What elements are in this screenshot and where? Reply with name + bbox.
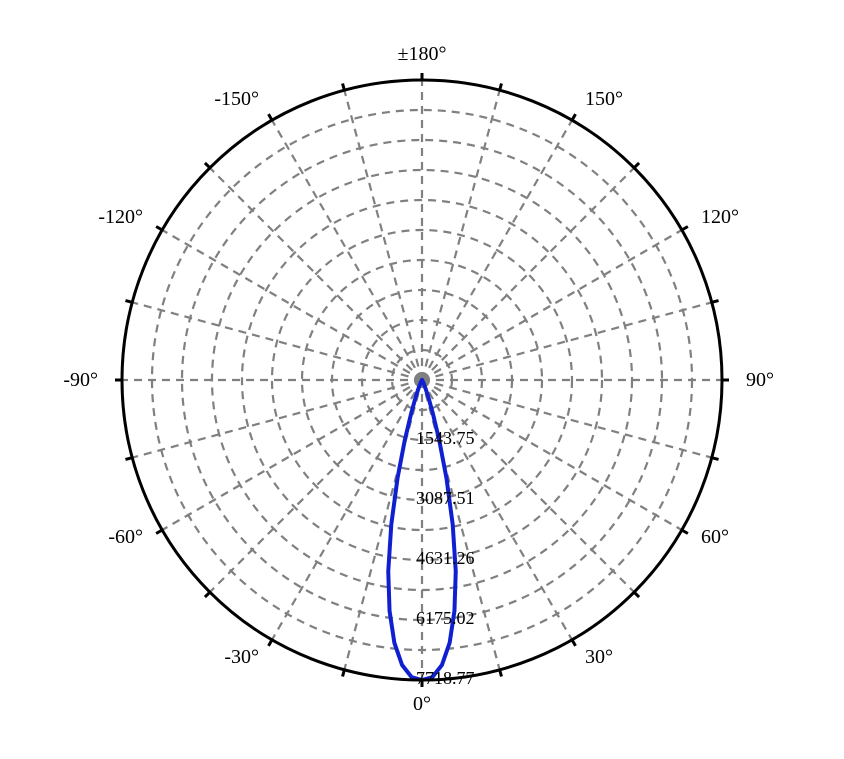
angle-label: ±180° (398, 43, 447, 65)
outer-tick (634, 163, 639, 168)
outer-tick (634, 592, 639, 597)
angle-label: -120° (98, 206, 143, 228)
outer-tick (269, 114, 273, 120)
angle-label: 0° (413, 693, 431, 715)
angle-label: 60° (701, 526, 729, 548)
angle-label: -90° (63, 369, 98, 391)
angle-label: -60° (108, 526, 143, 548)
polar-chart: 1543.75 3087.51 4631.26 6175.02 7718.77 0° 30°… (0, 0, 844, 759)
outer-tick (205, 592, 210, 597)
outer-tick (712, 458, 719, 460)
grid-spoke (272, 120, 422, 380)
outer-tick (343, 670, 345, 677)
outer-tick (343, 83, 345, 90)
radial-value-label: 1543.75 (416, 428, 475, 448)
outer-tick (572, 114, 576, 120)
outer-tick (156, 530, 162, 534)
outer-tick (269, 640, 273, 646)
radial-value-label: 4631.26 (416, 548, 475, 568)
angle-label: 90° (746, 369, 774, 391)
outer-tick (682, 530, 688, 534)
angle-label: 30° (585, 646, 613, 668)
angle-label: -150° (214, 88, 259, 110)
outer-tick (572, 640, 576, 646)
angle-label: 120° (701, 206, 739, 228)
grid-spoke (132, 380, 422, 458)
grid-spoke (344, 90, 422, 380)
grid-spoke (422, 230, 682, 380)
outer-tick (125, 301, 132, 303)
outer-tick (500, 670, 502, 677)
radial-value-label: 6175.02 (416, 608, 475, 628)
radial-value-label: 7718.77 (416, 668, 475, 688)
outer-tick (205, 163, 210, 168)
outer-tick (712, 301, 719, 303)
angle-label: -30° (224, 646, 259, 668)
outer-tick (125, 458, 132, 460)
outer-tick (682, 227, 688, 231)
outer-tick (156, 227, 162, 231)
outer-tick (500, 83, 502, 90)
radial-value-label: 3087.51 (416, 488, 475, 508)
angle-label: 150° (585, 88, 623, 110)
